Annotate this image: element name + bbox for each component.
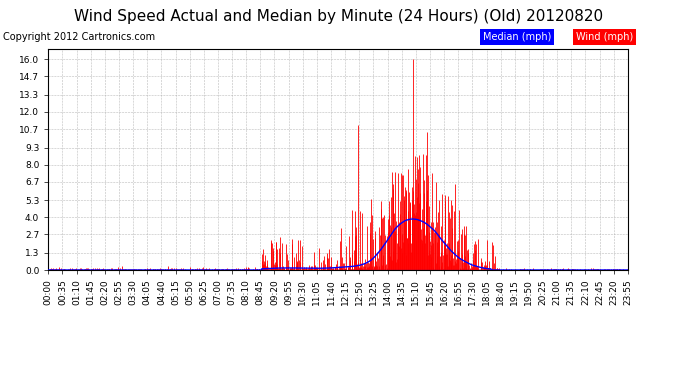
Text: Wind Speed Actual and Median by Minute (24 Hours) (Old) 20120820: Wind Speed Actual and Median by Minute (… xyxy=(74,9,602,24)
Text: Copyright 2012 Cartronics.com: Copyright 2012 Cartronics.com xyxy=(3,32,155,42)
Text: Wind (mph): Wind (mph) xyxy=(576,32,633,42)
Text: Median (mph): Median (mph) xyxy=(483,32,551,42)
